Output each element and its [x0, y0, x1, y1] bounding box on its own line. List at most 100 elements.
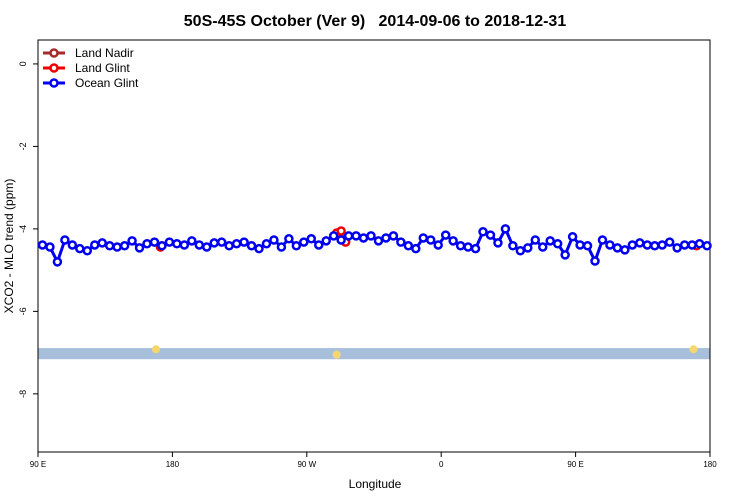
- data-point: [478, 227, 488, 237]
- data-point: [366, 231, 376, 241]
- data-point: [552, 238, 563, 249]
- y-tick-label: 0: [18, 61, 28, 66]
- y-axis-label: XCO2 - MLO trend (ppm): [2, 179, 16, 314]
- x-tick-label: 90 E: [30, 460, 46, 469]
- legend-marker: [49, 78, 59, 88]
- data-point: [523, 243, 533, 253]
- x-axis-label: Longitude: [349, 477, 402, 491]
- data-point: [396, 237, 406, 247]
- data-point: [291, 241, 302, 251]
- data-point: [321, 236, 331, 246]
- data-point: [672, 243, 682, 253]
- data-point: [37, 240, 48, 250]
- data-point: [313, 240, 324, 250]
- data-point: [269, 235, 279, 245]
- data-point: [440, 230, 451, 240]
- data-point: [112, 242, 122, 252]
- data-point: [157, 241, 167, 251]
- data-point: [216, 237, 227, 247]
- x-tick-label: 180: [703, 460, 717, 469]
- chart-title: 50S-45S October (Ver 9) 2014-09-06 to 20…: [184, 13, 567, 30]
- data-point: [694, 238, 705, 249]
- data-point: [261, 238, 272, 249]
- data-point: [52, 257, 63, 267]
- data-point: [284, 234, 294, 244]
- data-point: [239, 237, 249, 247]
- data-point: [649, 241, 660, 251]
- data-point: [620, 245, 630, 255]
- data-point: [687, 240, 697, 250]
- surface-marker: [332, 350, 341, 359]
- data-point: [89, 240, 100, 250]
- data-point: [164, 237, 175, 247]
- data-point: [500, 224, 511, 234]
- data-point: [463, 242, 473, 252]
- data-point: [276, 242, 287, 252]
- data-point: [142, 238, 152, 249]
- data-point: [328, 231, 339, 241]
- data-point: [119, 241, 130, 251]
- data-point: [336, 226, 346, 236]
- x-tick-label: 90 E: [567, 460, 583, 469]
- data-point: [664, 237, 675, 247]
- y-tick-label: -2: [18, 142, 28, 150]
- data-point: [231, 238, 242, 249]
- data-point: [575, 240, 585, 250]
- y-tick-label: -6: [18, 307, 28, 315]
- data-point: [209, 238, 219, 248]
- data-point: [545, 236, 555, 246]
- data-point: [373, 236, 384, 246]
- data-point: [381, 233, 391, 243]
- legend-label: Land Glint: [75, 61, 130, 75]
- data-point: [508, 241, 518, 251]
- data-point: [530, 235, 541, 245]
- data-point: [411, 243, 421, 254]
- data-point: [485, 230, 496, 240]
- legend-marker: [49, 48, 59, 58]
- surface-marker: [151, 345, 160, 354]
- x-tick-label: 0: [439, 460, 444, 469]
- data-point: [605, 240, 615, 250]
- data-point: [537, 242, 548, 252]
- data-point: [134, 243, 145, 253]
- data-point: [448, 236, 458, 246]
- surface-band: [38, 348, 710, 360]
- y-tick-label: -8: [18, 390, 28, 398]
- data-point: [590, 256, 600, 266]
- data-point: [597, 235, 608, 245]
- data-point: [343, 231, 354, 241]
- data-point: [127, 236, 137, 246]
- data-point: [336, 235, 346, 245]
- data-point: [246, 241, 257, 251]
- data-point: [702, 241, 712, 251]
- legend-label: Land Nadir: [75, 46, 134, 60]
- data-point: [642, 240, 653, 250]
- data-point: [455, 241, 466, 251]
- y-tick-label: -4: [18, 225, 28, 233]
- data-point: [627, 240, 638, 250]
- data-point: [657, 240, 667, 250]
- data-point: [194, 240, 205, 250]
- data-point: [187, 236, 197, 246]
- data-point: [493, 238, 503, 248]
- data-point: [418, 233, 429, 243]
- legend-marker: [49, 63, 59, 73]
- legend-label: Ocean Glint: [75, 76, 139, 90]
- data-point: [306, 234, 317, 244]
- x-tick-label: 180: [166, 460, 180, 469]
- data-point: [75, 243, 85, 254]
- data-point: [45, 242, 55, 252]
- data-point: [470, 243, 481, 254]
- data-point: [567, 231, 578, 242]
- x-tick-label: 90 W: [297, 460, 316, 469]
- data-point: [254, 243, 264, 254]
- data-point: [679, 240, 690, 250]
- surface-marker: [689, 345, 698, 354]
- data-point: [560, 250, 570, 260]
- data-point: [612, 243, 623, 253]
- data-point: [635, 238, 645, 248]
- data-point: [358, 233, 369, 243]
- data-point: [201, 242, 212, 252]
- data-point: [403, 241, 414, 251]
